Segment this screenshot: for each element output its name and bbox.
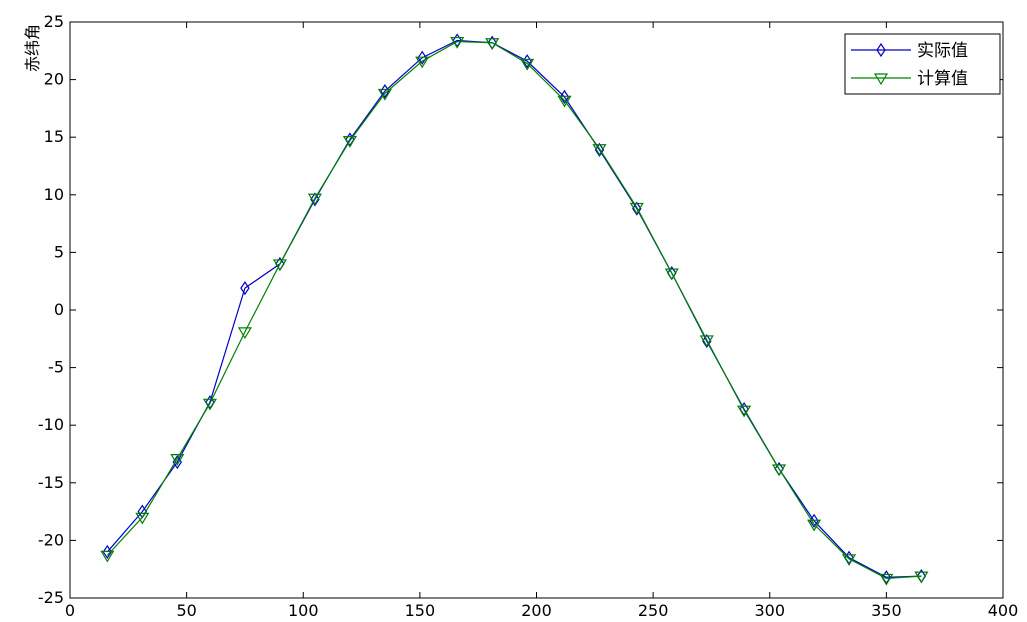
legend-label: 实际值 [917, 41, 968, 61]
x-tick-label: 150 [405, 601, 436, 620]
data-point [737, 405, 752, 418]
data-point [629, 202, 644, 215]
data-point [342, 136, 357, 148]
data-point [699, 335, 714, 348]
data-point [841, 554, 857, 566]
y-tick-label: 20 [44, 70, 64, 89]
data-point [202, 398, 218, 411]
x-tick-label: 50 [176, 601, 196, 620]
y-axis-label: 赤纬角 [23, 24, 42, 72]
legend-item: 计算值 [851, 69, 968, 89]
data-point [377, 88, 392, 101]
series-2 [100, 36, 929, 586]
data-point [772, 464, 787, 477]
plot-area [69, 21, 1004, 599]
data-point [135, 512, 150, 525]
y-tick-label: -15 [38, 473, 64, 492]
data-point [237, 327, 252, 340]
legend-label: 计算值 [917, 69, 968, 89]
data-point [879, 573, 894, 586]
y-tick-label: 5 [54, 242, 64, 261]
data-point [485, 38, 500, 50]
data-point [240, 281, 250, 296]
legend-item: 实际值 [851, 41, 968, 61]
series-line [106, 40, 922, 580]
y-tick-label: -10 [38, 415, 64, 434]
y-axis-ticks: -25 -20 -15 -10 -5 0 5 10 15 20 25 [38, 12, 1003, 607]
data-point [559, 89, 570, 104]
data-point [809, 513, 819, 528]
y-tick-label: 25 [44, 12, 64, 31]
y-tick-label: -25 [38, 588, 64, 607]
data-point [592, 144, 607, 156]
data-point [807, 519, 822, 532]
data-point [520, 58, 535, 71]
data-point [100, 550, 115, 563]
y-tick-label: -20 [38, 530, 64, 549]
data-point [170, 454, 185, 466]
x-axis-ticks: 0 50 100 150 200 250 300 350 400 [65, 22, 1018, 620]
data-point [664, 268, 679, 281]
x-tick-label: 400 [988, 601, 1019, 620]
data-point [557, 95, 572, 108]
legend-box [844, 33, 1001, 95]
x-tick-label: 300 [754, 601, 785, 620]
data-point [272, 259, 287, 272]
y-tick-label: 0 [54, 300, 64, 319]
x-tick-label: 200 [521, 601, 552, 620]
data-point [102, 544, 113, 560]
x-tick-label: 0 [65, 601, 75, 620]
x-tick-label: 350 [871, 601, 902, 620]
x-tick-label: 250 [638, 601, 669, 620]
data-point [914, 571, 929, 584]
y-tick-label: -5 [48, 358, 64, 377]
data-point [417, 50, 427, 65]
data-point [307, 193, 322, 206]
data-point [415, 56, 430, 69]
data-point [450, 36, 465, 49]
series-layer [100, 33, 929, 586]
y-tick-label: 10 [44, 185, 64, 204]
legend-marker [876, 42, 886, 58]
x-tick-label: 100 [288, 601, 319, 620]
legend-marker [873, 73, 889, 86]
y-tick-label: 15 [44, 127, 64, 146]
